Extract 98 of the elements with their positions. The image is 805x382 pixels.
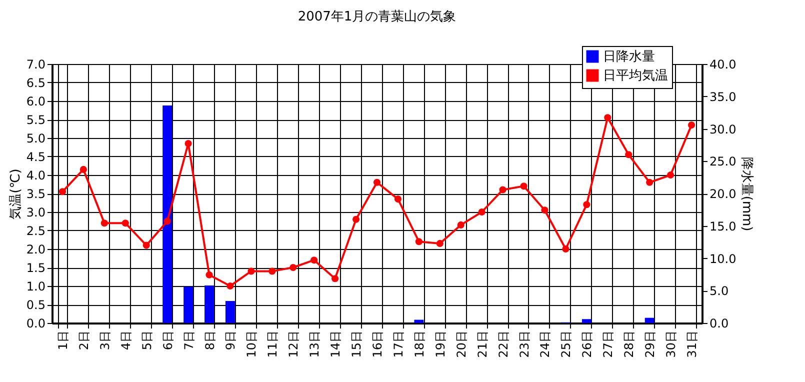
y-tick-label: 5.0 xyxy=(26,132,46,146)
y-tick-label: 0.0 xyxy=(26,316,46,330)
y2-tick-label: 40.0 xyxy=(710,58,736,72)
x-tick-label: 30日 xyxy=(664,330,678,358)
y2-tick-label: 15.0 xyxy=(710,219,736,234)
x-tick-label: 8日 xyxy=(202,330,217,350)
x-tick-label: 28日 xyxy=(622,330,636,358)
point xyxy=(226,282,234,290)
y-tick-label: 1.5 xyxy=(26,261,46,275)
point xyxy=(373,178,381,186)
y-tick-label: 6.0 xyxy=(26,94,46,108)
legend-label: 日平均気温 xyxy=(603,68,668,84)
point xyxy=(646,178,654,186)
x-tick-label: 15日 xyxy=(350,330,364,358)
point xyxy=(268,268,276,275)
x-tick-label: 18日 xyxy=(412,330,426,358)
y2-tick-label: 35.0 xyxy=(710,90,736,104)
point xyxy=(436,240,444,247)
x-tick-label: 5日 xyxy=(140,330,154,350)
chart-title: 2007年1月の青葉山の気象 xyxy=(298,10,456,24)
y2-tick-label: 20.0 xyxy=(710,187,736,201)
bar xyxy=(582,319,592,323)
y2-tick-label: 5.0 xyxy=(710,284,729,298)
point xyxy=(352,216,360,223)
x-tick-label: 2日 xyxy=(76,330,91,350)
point xyxy=(520,182,528,190)
x-tick-label: 22日 xyxy=(496,330,510,358)
point xyxy=(332,275,339,282)
point xyxy=(604,114,612,122)
point xyxy=(80,166,87,173)
x-tick-label: 29日 xyxy=(643,330,658,358)
x-tick-label: 1日 xyxy=(56,330,70,350)
y-tick-label: 7.0 xyxy=(26,58,46,72)
point xyxy=(478,208,486,216)
point xyxy=(583,201,590,208)
y-tick-label: 4.5 xyxy=(26,150,46,164)
y-tick-label: 2.5 xyxy=(26,224,46,238)
point xyxy=(122,220,129,227)
x-tick-label: 3日 xyxy=(98,330,112,350)
x-tick-label: 16日 xyxy=(370,330,384,358)
x-tick-label: 21日 xyxy=(475,330,490,358)
y-tick-label: 6.5 xyxy=(26,76,46,90)
y-tick-label: 1.0 xyxy=(26,280,46,294)
point xyxy=(206,271,213,278)
point xyxy=(541,206,548,214)
y-tick-label: 3.0 xyxy=(26,206,46,220)
x-tick-label: 9日 xyxy=(224,330,238,350)
x-tick-label: 14日 xyxy=(328,330,343,358)
y-tick-label: 4.0 xyxy=(26,168,46,182)
x-tick-label: 27日 xyxy=(601,330,616,358)
x-tick-label: 26日 xyxy=(580,330,594,358)
x-tick-label: 23日 xyxy=(517,330,532,358)
point xyxy=(667,171,674,179)
x-tick-label: 20日 xyxy=(454,330,468,358)
bar xyxy=(226,300,235,323)
legend-label: 日降水量 xyxy=(603,50,655,64)
x-tick-label: 10日 xyxy=(244,330,259,358)
x-tick-label: 6日 xyxy=(160,330,175,350)
point xyxy=(100,220,108,227)
y-tick-label: 2.0 xyxy=(26,242,46,256)
x-tick-label: 31日 xyxy=(685,330,700,358)
point xyxy=(58,188,66,196)
y-tick-label: 3.5 xyxy=(26,187,46,201)
bar xyxy=(184,286,194,323)
point xyxy=(164,218,171,225)
y2-tick-label: 25.0 xyxy=(710,154,736,169)
point xyxy=(394,196,402,203)
x-tick-label: 4日 xyxy=(118,330,133,350)
point xyxy=(499,186,506,194)
y-tick-label: 5.5 xyxy=(26,113,46,127)
point xyxy=(415,238,422,246)
bar xyxy=(414,320,424,323)
y2-tick-label: 10.0 xyxy=(710,252,736,266)
point xyxy=(310,256,318,264)
y2-tick-label: 30.0 xyxy=(710,122,736,136)
y-tick-label: 0.5 xyxy=(26,298,46,312)
point xyxy=(625,151,632,158)
y-axis-title: 気温(℃) xyxy=(8,168,24,220)
x-tick-label: 7日 xyxy=(182,330,196,350)
x-tick-label: 17日 xyxy=(391,330,406,358)
bar xyxy=(204,285,214,323)
point xyxy=(562,245,570,253)
point xyxy=(457,221,464,228)
point xyxy=(290,264,297,272)
x-tick-label: 13日 xyxy=(308,330,322,358)
x-tick-label: 12日 xyxy=(286,330,301,358)
point xyxy=(688,122,696,129)
point xyxy=(184,140,192,148)
y2-axis-title: 降水量(mm) xyxy=(739,156,754,232)
point xyxy=(142,242,150,249)
bar xyxy=(644,318,654,323)
x-tick-label: 24日 xyxy=(538,330,552,358)
x-tick-label: 25日 xyxy=(559,330,574,358)
bar xyxy=(162,105,172,323)
x-tick-label: 11日 xyxy=(266,330,280,358)
y2-tick-label: 0.0 xyxy=(710,316,729,330)
point xyxy=(248,268,255,275)
x-tick-label: 19日 xyxy=(433,330,448,358)
